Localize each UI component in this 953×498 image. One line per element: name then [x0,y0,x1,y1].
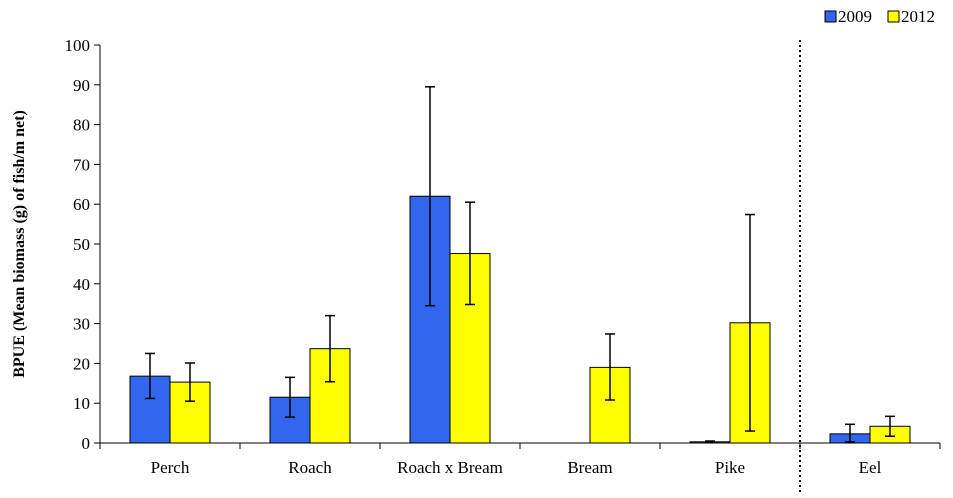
x-tick-label: Pike [715,458,745,477]
legend-swatch-2009 [824,10,837,23]
axes: 0 10 20 30 40 50 60 70 80 90 100 Perch Roach Roach x … [65,36,941,493]
x-tick-label: Perch [151,458,190,477]
y-axis-title: BPUE (Mean biomass (g) of fish/m net) [11,110,28,378]
y-tick-label: 0 [82,434,91,453]
x-tick-label: Bream [567,458,612,477]
y-tick-label: 10 [73,394,90,413]
error-bars [145,86,895,444]
x-tick-label: Eel [859,458,882,477]
y-tick-label: 90 [73,76,90,95]
bars [129,195,911,444]
y-tick-label: 70 [73,155,90,174]
legend-swatch-2012 [887,10,900,23]
legend: 2009 2012 [824,7,935,26]
y-tick-label: 100 [65,36,91,55]
y-tick-label: 40 [73,275,90,294]
y-tick-label: 80 [73,116,90,135]
legend-label-2012: 2012 [901,7,935,26]
y-tick-label: 60 [73,195,90,214]
x-tick-label: Roach [288,458,332,477]
legend-label-2009: 2009 [838,7,872,26]
y-tick-label: 50 [73,235,90,254]
y-tick-label: 30 [73,315,90,334]
y-tick-label: 20 [73,354,90,373]
x-tick-label: Roach x Bream [397,458,503,477]
